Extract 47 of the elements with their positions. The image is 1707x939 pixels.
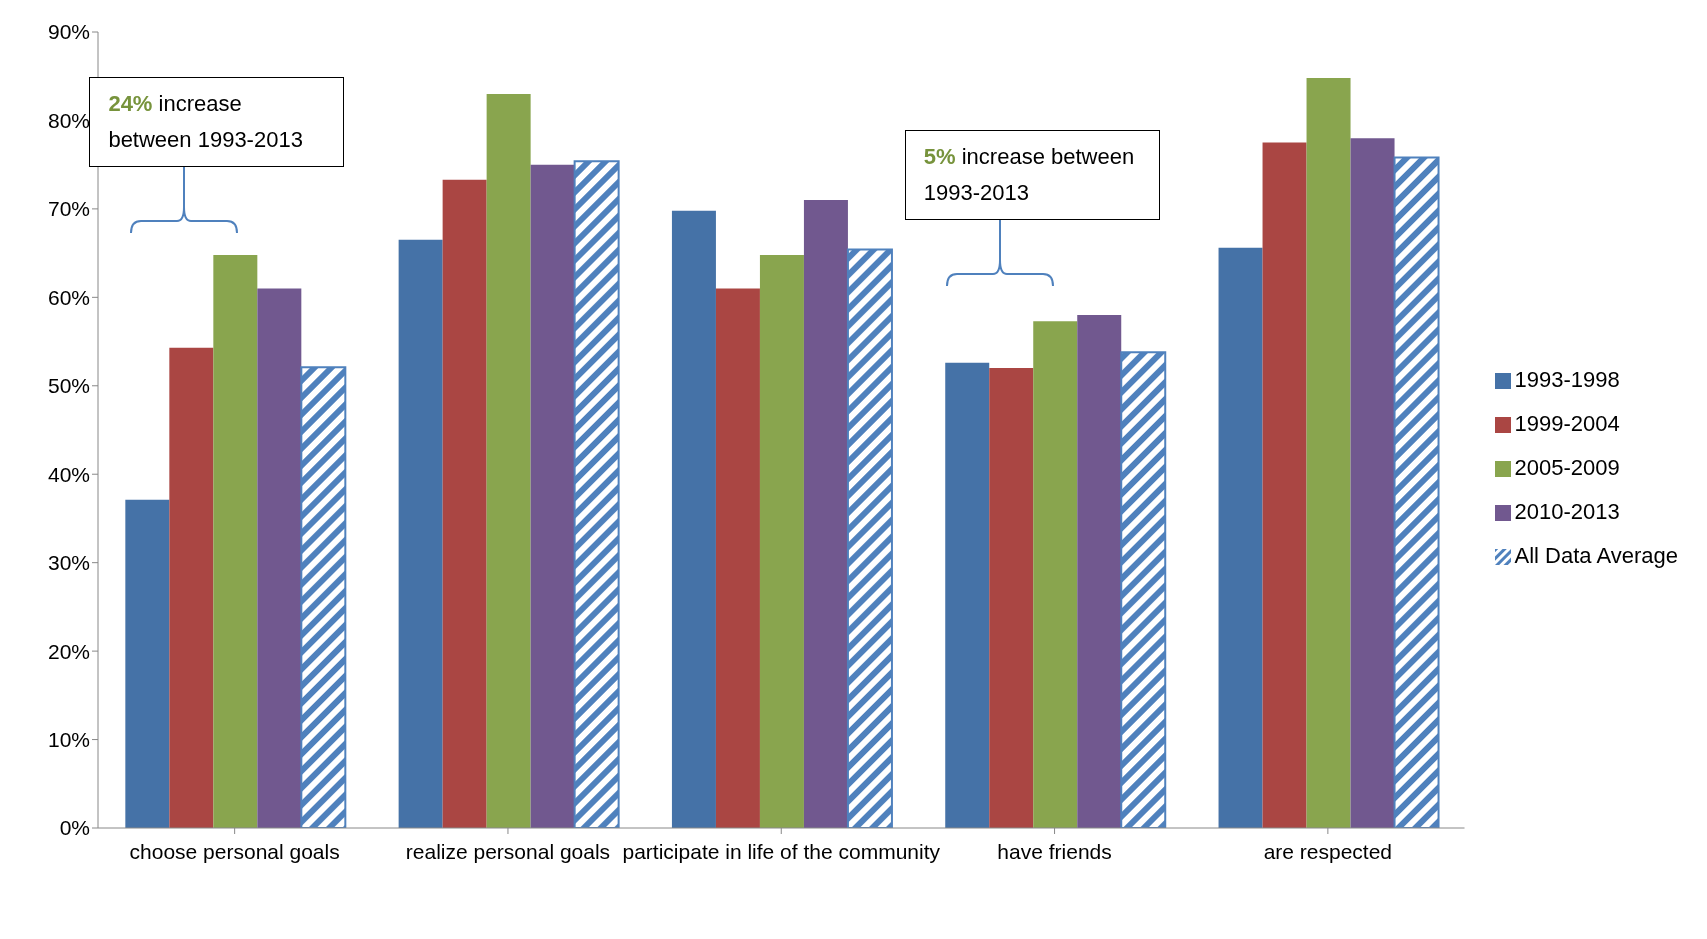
legend-label: 2005-2009 [1514, 455, 1620, 480]
y-tick-label: 90% [47, 20, 90, 44]
y-tick-label: 20% [47, 639, 90, 663]
bar [803, 200, 848, 828]
bar [125, 499, 170, 828]
bar [530, 164, 575, 828]
bar [846, 248, 893, 828]
bar [169, 347, 214, 828]
bar [1393, 156, 1440, 828]
annotation: 24% increase between 1993-2013 [89, 76, 345, 167]
y-tick-label: 80% [47, 108, 90, 132]
x-tick-label: have friends [997, 839, 1112, 863]
x-tick-label: are respected [1263, 839, 1393, 863]
bar [1306, 77, 1351, 828]
bar [213, 254, 258, 828]
legend-label: 1993-1998 [1514, 367, 1620, 392]
y-tick-label: 30% [47, 551, 90, 575]
bar [1120, 351, 1167, 828]
bar [1350, 138, 1395, 828]
x-tick-label: participate in life of the community [622, 839, 941, 863]
bar [671, 210, 716, 828]
annotation: 5% increase between 1993-2013 [904, 130, 1160, 221]
bar [715, 288, 760, 828]
y-tick-label: 50% [47, 374, 90, 398]
bar [257, 288, 302, 828]
bar [945, 362, 990, 828]
legend-label: 1999-2004 [1514, 411, 1620, 436]
legend-label: 2010-2013 [1514, 499, 1620, 524]
y-tick-label: 0% [59, 816, 90, 840]
bar [1077, 315, 1122, 828]
bar [759, 254, 804, 828]
bar [486, 93, 531, 828]
y-tick-label: 60% [47, 285, 90, 309]
legend-label: All Data Average [1514, 543, 1678, 568]
bar [989, 368, 1034, 828]
bar [398, 239, 443, 828]
bar [573, 160, 620, 828]
y-tick-label: 70% [47, 197, 90, 221]
y-tick-label: 10% [47, 728, 90, 752]
y-tick-label: 40% [47, 462, 90, 486]
bar [1033, 321, 1078, 828]
bar [1218, 247, 1263, 828]
x-tick-label: choose personal goals [129, 839, 340, 863]
x-tick-label: realize personal goals [405, 839, 611, 863]
bar [300, 366, 347, 828]
bar [442, 179, 487, 828]
bar [1262, 142, 1307, 828]
